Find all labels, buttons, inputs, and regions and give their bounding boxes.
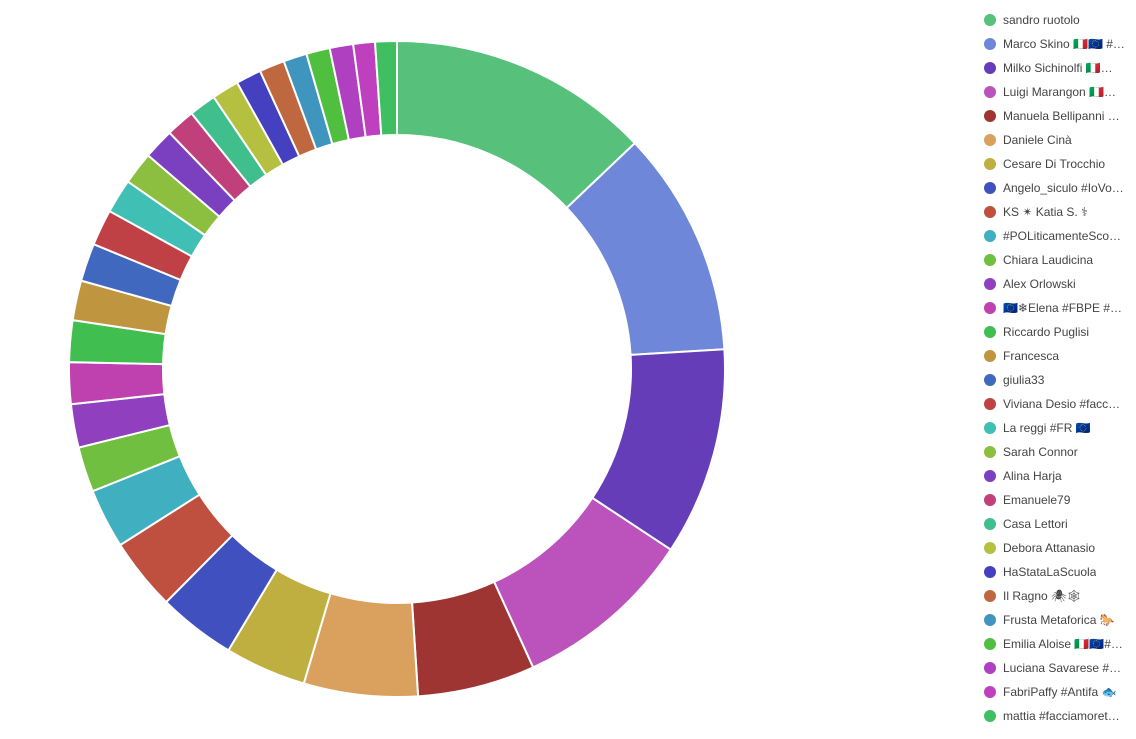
legend-label: Manuela Bellipanni … xyxy=(1003,109,1120,123)
legend-swatch xyxy=(984,470,996,482)
legend-swatch xyxy=(984,134,996,146)
legend-item-10[interactable]: #POLiticamenteSco… xyxy=(984,224,1134,248)
legend-label: 🇪🇺❄Elena #FBPE #d… xyxy=(1003,301,1127,315)
legend-item-30[interactable]: mattia #facciamoret… xyxy=(984,704,1134,728)
legend-swatch xyxy=(984,62,996,74)
legend-label: KS ✴ Katia S. ⚕ xyxy=(1003,205,1088,219)
legend-item-1[interactable]: sandro ruotolo xyxy=(984,8,1134,32)
legend-item-16[interactable]: giulia33 xyxy=(984,368,1134,392)
legend-label: Riccardo Puglisi xyxy=(1003,325,1090,339)
legend-swatch xyxy=(984,494,996,506)
legend-swatch xyxy=(984,710,996,722)
legend-item-13[interactable]: 🇪🇺❄Elena #FBPE #d… xyxy=(984,296,1134,320)
legend-item-5[interactable]: Manuela Bellipanni … xyxy=(984,104,1134,128)
legend-label: sandro ruotolo xyxy=(1003,13,1080,27)
legend-label: Cesare Di Trocchio xyxy=(1003,157,1106,171)
legend-label: Il Ragno 🕷🕸 xyxy=(1003,589,1082,603)
legend-swatch xyxy=(984,326,996,338)
legend-item-18[interactable]: La reggi #FR 🇪🇺 xyxy=(984,416,1134,440)
legend-swatch xyxy=(984,302,996,314)
legend-item-24[interactable]: HaStataLaScuola xyxy=(984,560,1134,584)
legend-item-23[interactable]: Debora Attanasio xyxy=(984,536,1134,560)
legend-swatch xyxy=(984,182,996,194)
legend-item-15[interactable]: Francesca xyxy=(984,344,1134,368)
legend-label: Viviana Desio #facc… xyxy=(1003,397,1121,411)
legend-label: FabriPaffy #Antifa 🐟 xyxy=(1003,685,1117,699)
legend-label: Marco Skino 🇮🇹🇪🇺 #f… xyxy=(1003,37,1127,51)
legend-swatch xyxy=(984,590,996,602)
legend-label: Francesca xyxy=(1003,349,1060,363)
legend-label: Casa Lettori xyxy=(1003,517,1068,531)
legend-item-7[interactable]: Cesare Di Trocchio xyxy=(984,152,1134,176)
legend-item-29[interactable]: FabriPaffy #Antifa 🐟 xyxy=(984,680,1134,704)
legend-swatch xyxy=(984,254,996,266)
legend-label: mattia #facciamoret… xyxy=(1003,709,1120,723)
legend-item-17[interactable]: Viviana Desio #facc… xyxy=(984,392,1134,416)
legend-label: Frusta Metaforica 🐎 xyxy=(1003,613,1115,627)
legend-item-4[interactable]: Luigi Marangon 🇮🇹🇪🇺… xyxy=(984,80,1134,104)
legend-swatch xyxy=(984,518,996,530)
donut-chart xyxy=(68,39,726,698)
legend-item-22[interactable]: Casa Lettori xyxy=(984,512,1134,536)
legend-label: Debora Attanasio xyxy=(1003,541,1096,555)
legend-swatch xyxy=(984,110,996,122)
legend-swatch xyxy=(984,86,996,98)
legend-item-20[interactable]: Alina Harja xyxy=(984,464,1134,488)
legend-item-21[interactable]: Emanuele79 xyxy=(984,488,1134,512)
legend-swatch xyxy=(984,686,996,698)
legend-label: HaStataLaScuola xyxy=(1003,565,1097,579)
donut-slice-30[interactable] xyxy=(373,39,398,137)
legend-swatch xyxy=(984,422,996,434)
legend-item-12[interactable]: Alex Orlowski xyxy=(984,272,1134,296)
legend-label: giulia33 xyxy=(1003,373,1045,387)
legend-swatch xyxy=(984,278,996,290)
legend-swatch xyxy=(984,542,996,554)
legend-item-14[interactable]: Riccardo Puglisi xyxy=(984,320,1134,344)
legend-item-11[interactable]: Chiara Laudicina xyxy=(984,248,1134,272)
legend-swatch xyxy=(984,662,996,674)
legend-swatch xyxy=(984,38,996,50)
legend-swatch xyxy=(984,614,996,626)
legend-label: Milko Sichinolfi 🇮🇹🇪🇺… xyxy=(1003,61,1127,75)
legend-swatch xyxy=(984,638,996,650)
legend: sandro ruotolo Marco Skino 🇮🇹🇪🇺 #f… Milko … xyxy=(984,8,1134,728)
legend-label: Alina Harja xyxy=(1003,469,1062,483)
legend-label: La reggi #FR 🇪🇺 xyxy=(1003,421,1091,435)
legend-label: Angelo_siculo #IoVot… xyxy=(1003,181,1127,195)
legend-swatch xyxy=(984,398,996,410)
legend-swatch xyxy=(984,230,996,242)
legend-label: Emanuele79 xyxy=(1003,493,1071,507)
legend-label: Luigi Marangon 🇮🇹🇪🇺… xyxy=(1003,85,1127,99)
legend-label: Alex Orlowski xyxy=(1003,277,1076,291)
legend-item-3[interactable]: Milko Sichinolfi 🇮🇹🇪🇺… xyxy=(984,56,1134,80)
legend-swatch xyxy=(984,446,996,458)
legend-swatch xyxy=(984,566,996,578)
legend-item-26[interactable]: Frusta Metaforica 🐎 xyxy=(984,608,1134,632)
legend-item-19[interactable]: Sarah Connor xyxy=(984,440,1134,464)
legend-item-27[interactable]: Emilia Aloise 🇮🇹🇪🇺#F… xyxy=(984,632,1134,656)
legend-label: Sarah Connor xyxy=(1003,445,1078,459)
legend-swatch xyxy=(984,374,996,386)
legend-label: Luciana Savarese #… xyxy=(1003,661,1122,675)
legend-item-2[interactable]: Marco Skino 🇮🇹🇪🇺 #f… xyxy=(984,32,1134,56)
legend-swatch xyxy=(984,206,996,218)
legend-swatch xyxy=(984,350,996,362)
legend-label: #POLiticamenteSco… xyxy=(1003,229,1122,243)
legend-item-8[interactable]: Angelo_siculo #IoVot… xyxy=(984,176,1134,200)
legend-item-6[interactable]: Daniele Cinà xyxy=(984,128,1134,152)
legend-swatch xyxy=(984,14,996,26)
legend-label: Daniele Cinà xyxy=(1003,133,1072,147)
legend-label: Chiara Laudicina xyxy=(1003,253,1094,267)
legend-swatch xyxy=(984,158,996,170)
legend-item-9[interactable]: KS ✴ Katia S. ⚕ xyxy=(984,200,1134,224)
legend-item-25[interactable]: Il Ragno 🕷🕸 xyxy=(984,584,1134,608)
legend-item-28[interactable]: Luciana Savarese #… xyxy=(984,656,1134,680)
legend-label: Emilia Aloise 🇮🇹🇪🇺#F… xyxy=(1003,637,1127,651)
